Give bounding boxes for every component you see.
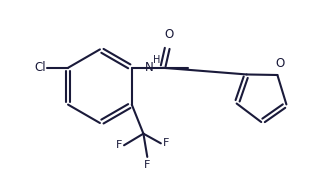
Text: H: H [153, 55, 161, 65]
Text: Cl: Cl [34, 61, 46, 74]
Text: O: O [276, 57, 285, 70]
Text: O: O [164, 28, 173, 41]
Text: F: F [163, 138, 169, 148]
Text: F: F [116, 140, 122, 150]
Text: F: F [144, 160, 150, 170]
Text: N: N [145, 61, 154, 74]
